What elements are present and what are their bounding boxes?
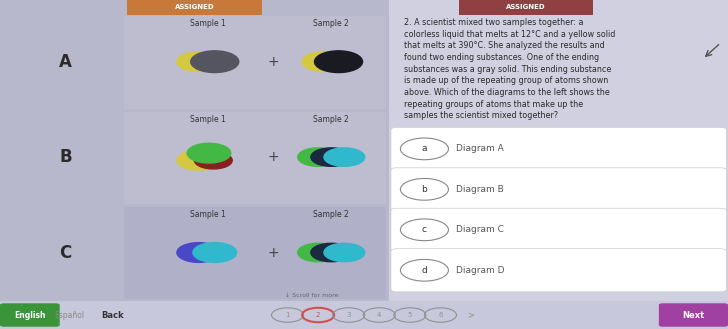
Text: Diagram A: Diagram A [456,144,505,153]
Text: Next: Next [682,311,705,319]
Text: +: + [267,55,279,69]
Text: English: English [14,311,46,319]
Circle shape [298,148,339,166]
Circle shape [400,219,448,241]
Circle shape [298,243,339,262]
Circle shape [311,243,352,262]
Circle shape [311,148,352,166]
FancyBboxPatch shape [0,303,60,327]
Text: ↓ Scroll for more: ↓ Scroll for more [285,293,339,298]
FancyBboxPatch shape [391,208,727,251]
Text: 1: 1 [285,312,290,318]
Circle shape [324,243,365,262]
Circle shape [302,52,346,72]
Text: C: C [60,243,71,262]
Text: a: a [422,144,427,153]
Text: Sample 1: Sample 1 [189,210,226,219]
Circle shape [194,152,232,169]
Text: +: + [267,245,279,260]
Text: Diagram C: Diagram C [456,225,505,234]
Text: ASSIGNED: ASSIGNED [175,4,214,11]
Text: Español: Español [54,311,84,319]
FancyBboxPatch shape [0,301,728,329]
FancyBboxPatch shape [391,168,727,211]
Text: Diagram D: Diagram D [456,266,505,275]
Circle shape [400,259,448,281]
Text: Sample 2: Sample 2 [313,19,349,28]
Circle shape [314,51,363,73]
Text: b: b [422,185,427,194]
Text: Sample 2: Sample 2 [313,210,349,219]
Circle shape [400,138,448,160]
Text: >: > [467,311,475,319]
FancyBboxPatch shape [389,0,728,301]
Text: Sample 1: Sample 1 [189,114,226,124]
Circle shape [191,51,239,73]
Circle shape [193,243,237,263]
Circle shape [324,148,365,166]
Text: Back: Back [101,311,124,319]
FancyBboxPatch shape [124,207,386,299]
Text: Sample 2: Sample 2 [313,114,349,124]
FancyBboxPatch shape [127,0,262,15]
Text: Sample 1: Sample 1 [189,19,226,28]
Text: ASSIGNED: ASSIGNED [506,4,545,11]
Circle shape [187,143,231,163]
Text: A: A [59,53,72,71]
Circle shape [177,52,221,72]
Circle shape [177,150,221,170]
Circle shape [177,243,221,263]
Text: 2. A scientist mixed two samples together: a
colorless liquid that melts at 12°C: 2. A scientist mixed two samples togethe… [404,18,615,120]
Text: 4: 4 [377,312,381,318]
Text: d: d [422,266,427,275]
Text: B: B [59,148,72,166]
FancyBboxPatch shape [0,0,389,301]
Text: Diagram B: Diagram B [456,185,505,194]
FancyBboxPatch shape [391,127,727,170]
Text: 2: 2 [316,312,320,318]
Text: 6: 6 [438,312,443,318]
Text: c: c [422,225,427,234]
FancyBboxPatch shape [659,303,728,327]
Text: +: + [267,150,279,164]
Text: 3: 3 [347,312,351,318]
FancyBboxPatch shape [459,0,593,15]
Circle shape [400,178,448,200]
FancyBboxPatch shape [124,112,386,204]
Text: 5: 5 [408,312,412,318]
FancyBboxPatch shape [124,16,386,109]
FancyBboxPatch shape [391,249,727,292]
